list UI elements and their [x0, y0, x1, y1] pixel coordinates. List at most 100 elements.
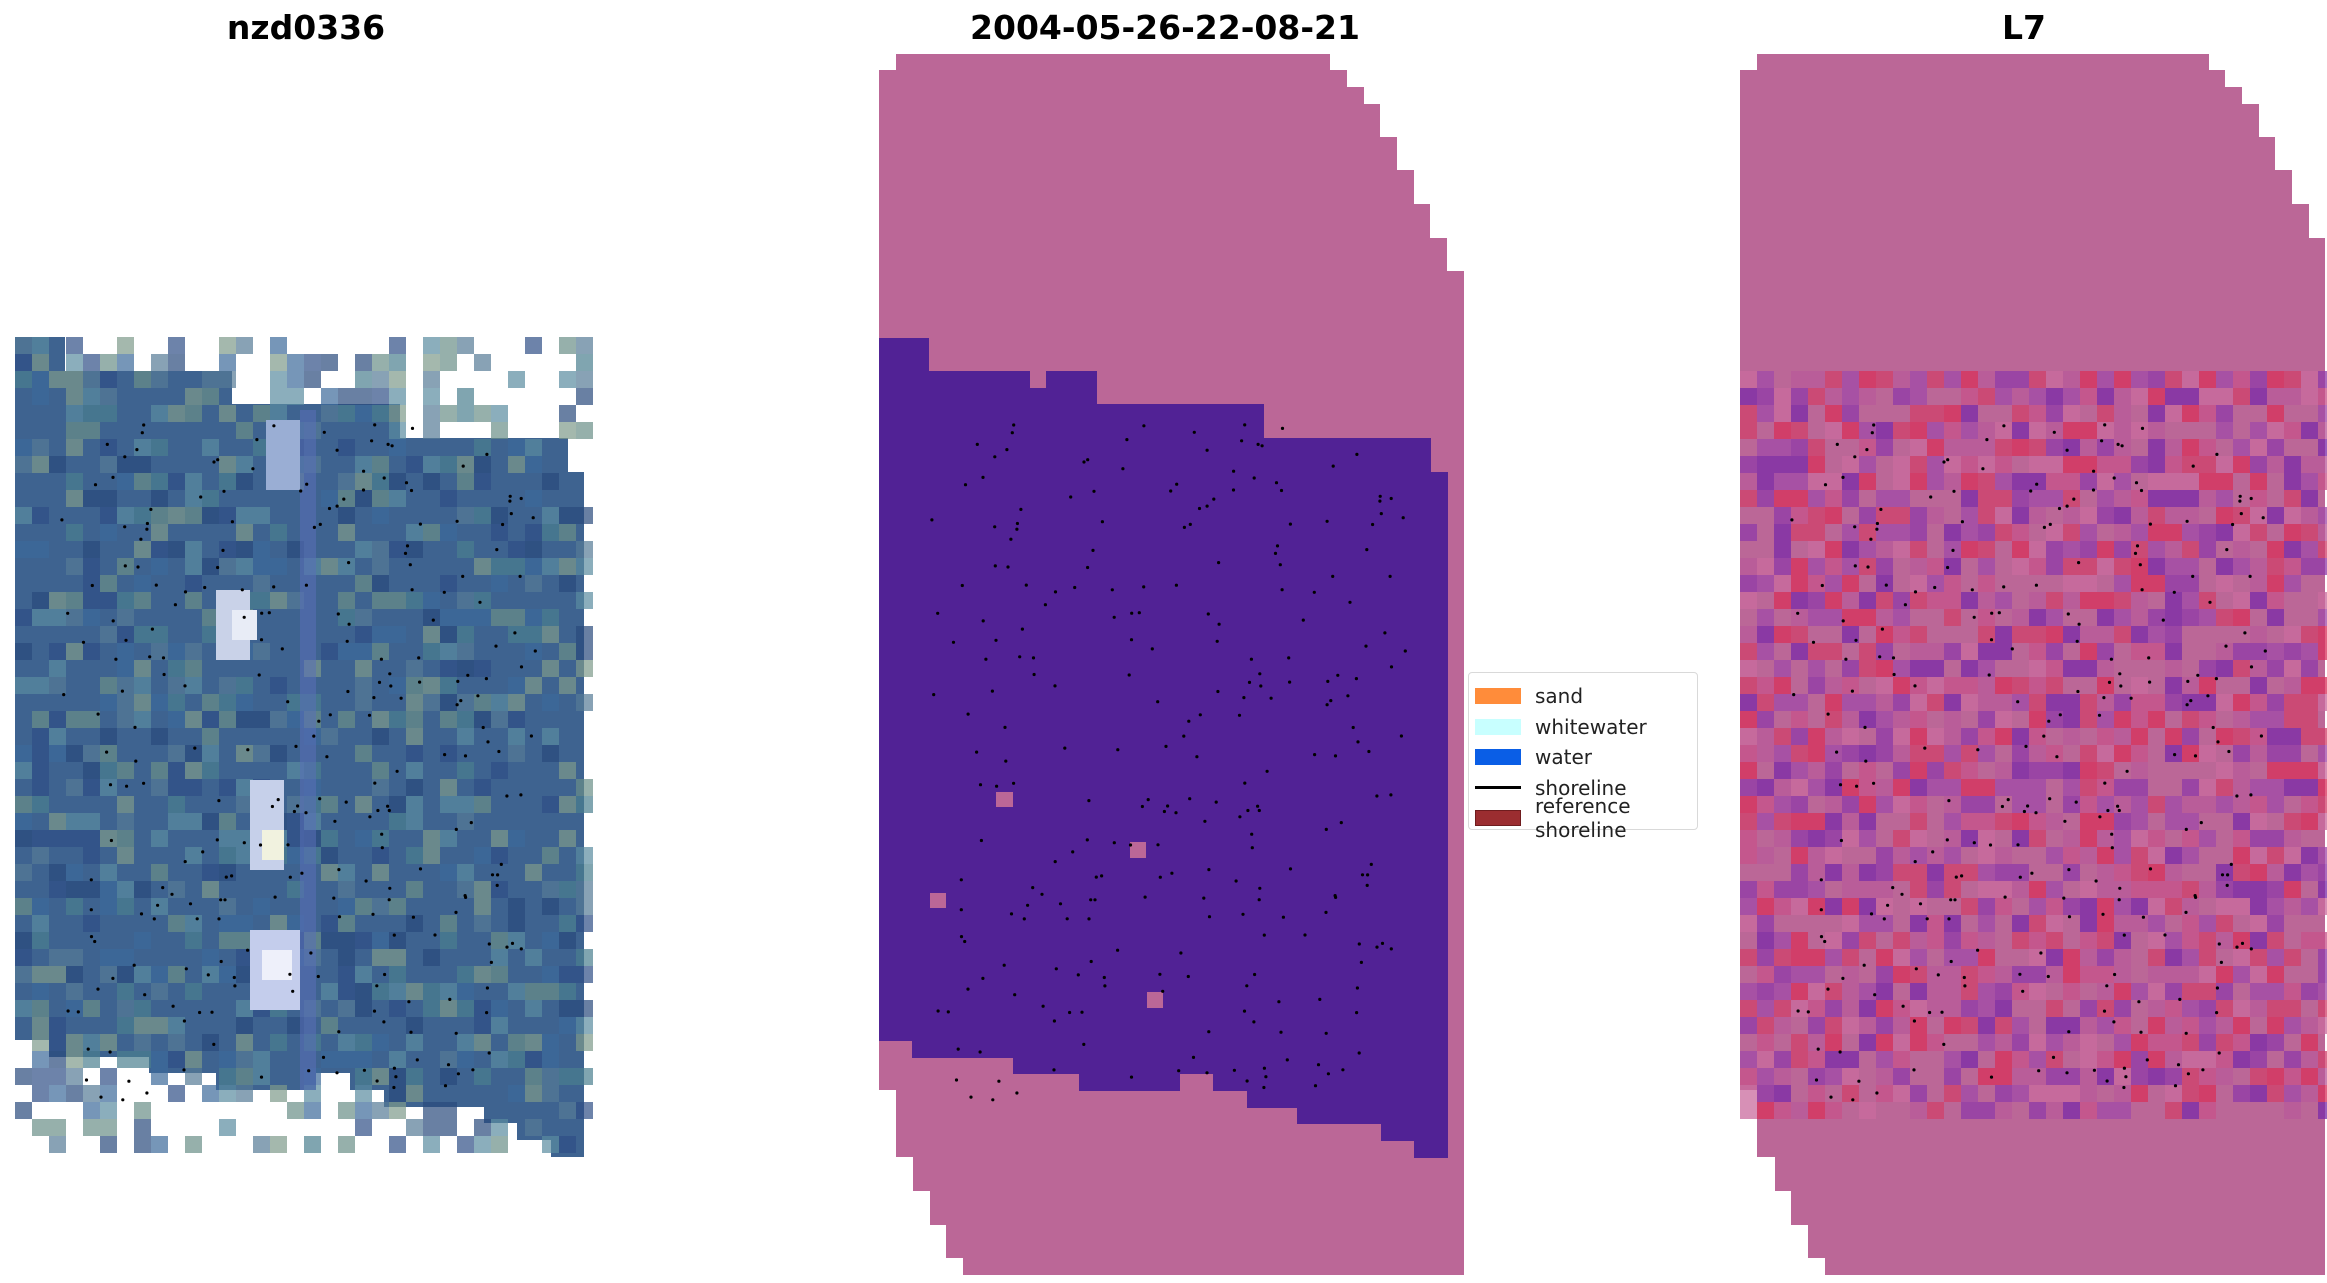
index-pixel	[1876, 728, 1893, 745]
rgb-pixel	[457, 592, 474, 609]
index-pixel	[1740, 677, 1757, 694]
rgb-pixel	[355, 796, 372, 813]
rgb-pixel	[83, 422, 100, 439]
rgb-pixel	[576, 337, 593, 354]
rgb-pixel	[321, 932, 338, 949]
rgb-pixel	[423, 694, 440, 711]
shoreline-dot	[1129, 1075, 1134, 1079]
rgb-pixel	[202, 728, 219, 745]
shoreline-dot	[170, 892, 174, 896]
index-pixel	[2250, 490, 2267, 507]
index-pixel	[2029, 762, 2046, 779]
shoreline-dot	[270, 804, 274, 809]
rgb-pixel	[355, 575, 372, 592]
index-pixel	[2097, 728, 2114, 745]
index-pixel	[1927, 1102, 1944, 1119]
rgb-pixel	[202, 626, 219, 643]
rgb-pixel	[372, 507, 389, 524]
index-pixel	[2216, 898, 2233, 915]
shoreline-dot	[1245, 984, 1249, 988]
index-pixel	[1927, 762, 1944, 779]
index-pixel	[1927, 983, 1944, 1000]
shoreline-dot	[142, 781, 146, 785]
shoreline-dot	[246, 948, 250, 952]
rgb-pixel	[372, 541, 389, 558]
rgb-pixel	[542, 1034, 559, 1051]
rgb-pixel	[338, 932, 355, 949]
index-pixel	[2267, 422, 2284, 439]
shoreline-dot	[1250, 832, 1254, 836]
index-pixel	[1927, 405, 1944, 422]
shoreline-dot	[1912, 1019, 1916, 1023]
shoreline-dot	[1140, 804, 1144, 809]
rgb-pixel	[576, 507, 593, 524]
rgb-pixel	[440, 609, 457, 626]
index-pixel	[2182, 1085, 2199, 1102]
index-pixel	[1978, 541, 1995, 558]
rgb-pixel	[270, 337, 287, 354]
rgb-pixel	[389, 796, 406, 813]
shoreline-dot	[2067, 868, 2071, 872]
index-pixel	[2199, 745, 2216, 762]
shoreline-dot	[1174, 811, 1178, 815]
index-pixel	[2233, 762, 2250, 779]
index-pixel	[1740, 762, 1757, 779]
rgb-pixel	[457, 694, 474, 711]
legend-swatch-reference-shoreline	[1475, 810, 1521, 827]
index-pixel	[2114, 779, 2131, 796]
index-pixel	[1825, 558, 1842, 575]
shoreline-dot	[1013, 993, 1017, 997]
rgb-pixel	[49, 1085, 66, 1102]
shoreline-dot	[1086, 565, 1090, 570]
index-pixel	[2250, 456, 2267, 473]
rgb-pixel	[576, 388, 593, 405]
rgb-pixel	[49, 966, 66, 983]
index-pixel	[2165, 983, 2182, 1000]
index-pixel	[2097, 388, 2114, 405]
shoreline-dot	[1976, 748, 1980, 752]
index-pixel	[1876, 1017, 1893, 1034]
shoreline-dot	[1841, 976, 1845, 981]
rgb-pixel	[508, 728, 525, 745]
rgb-pixel	[117, 966, 134, 983]
shoreline-dot	[2225, 883, 2229, 888]
rgb-pixel	[49, 592, 66, 609]
rgb-pixel	[406, 541, 423, 558]
shoreline-dot	[981, 619, 985, 623]
rgb-pixel	[508, 1085, 525, 1102]
rgb-pixel	[559, 1017, 576, 1034]
shoreline-dot	[1262, 933, 1266, 937]
rgb-pixel	[219, 354, 236, 371]
shoreline-dot	[387, 808, 391, 813]
rgb-pixel	[83, 762, 100, 779]
shoreline-dot	[1257, 808, 1261, 813]
shoreline-dot	[1365, 883, 1369, 888]
index-pixel	[2233, 898, 2250, 915]
shoreline-dot	[162, 672, 166, 677]
shoreline-dot	[342, 497, 346, 501]
index-pixel	[2284, 524, 2301, 541]
rgb-pixel	[389, 388, 406, 405]
index-pixel	[1757, 915, 1774, 932]
shoreline-dot	[410, 588, 414, 592]
index-pixel	[2046, 949, 2063, 966]
index-pixel	[1774, 1000, 1791, 1017]
rgb-pixel	[338, 1000, 355, 1017]
shoreline-dot	[1378, 494, 1382, 498]
shoreline-dot	[2211, 725, 2215, 730]
index-pixel	[2029, 1102, 2046, 1119]
index-pixel	[1944, 847, 1961, 864]
rgb-pixel	[559, 371, 576, 388]
shoreline-dot	[1341, 1068, 1345, 1072]
shoreline-dot	[1901, 1004, 1905, 1008]
index-pixel	[2097, 371, 2114, 388]
index-pixel	[2097, 439, 2114, 456]
shoreline-dot	[1324, 827, 1328, 832]
rgb-pixel	[491, 966, 508, 983]
index-pixel	[2097, 898, 2114, 915]
shoreline-dot	[455, 519, 459, 523]
index-pixel	[1876, 711, 1893, 728]
index-pixel	[2216, 864, 2233, 881]
shoreline-dot	[2261, 516, 2265, 520]
index-pixel	[1978, 915, 1995, 932]
